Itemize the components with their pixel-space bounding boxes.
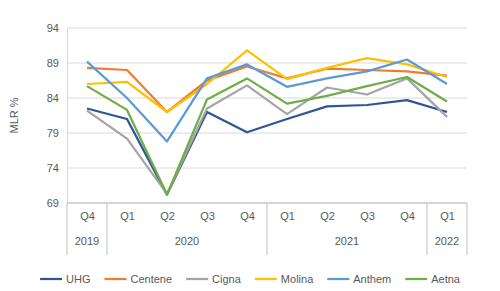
y-tick-label: 74 (47, 162, 59, 174)
x-tick: Q2 (320, 203, 335, 222)
legend-item: Cigna (186, 273, 242, 285)
x-tick: Q3 (200, 203, 215, 222)
grid-line (67, 28, 467, 29)
legend-swatch (327, 278, 349, 280)
y-axis: 69 74 79 84 89 94 (47, 22, 68, 209)
chart: 697479848994MLR %Q4Q1Q2Q3Q4Q1Q2Q3Q4Q1201… (0, 0, 500, 291)
legend-label: Anthem (353, 273, 391, 285)
legend-item: Aetna (405, 273, 461, 285)
legend-item: Molina (255, 273, 314, 285)
y-tick: 94 (47, 22, 67, 34)
y-tick-label: 84 (47, 92, 59, 104)
y-tick: 79 (47, 127, 67, 139)
x-tick-label: Q4 (400, 210, 415, 222)
x-tick-label: Q1 (280, 210, 295, 222)
x-tick: Q2 (160, 203, 175, 222)
x-tick-label: Q4 (80, 210, 95, 222)
legend-label: Molina (281, 273, 314, 285)
y-tick: 69 (47, 197, 67, 209)
x-tick: Q3 (360, 203, 375, 222)
legend-label: UHG (66, 273, 90, 285)
x-tick-label: Q1 (440, 210, 455, 222)
legend: UHG Centene Cigna Molina Anthem Aetna (40, 273, 461, 285)
x-tick: Q1 (120, 203, 135, 222)
x-group-label: 2019 (75, 235, 99, 247)
x-group-label: 2021 (335, 235, 359, 247)
legend-label: Centene (131, 273, 173, 285)
y-tick-label: 89 (47, 57, 59, 69)
y-axis-title: MLR % (8, 97, 20, 133)
y-tick: 84 (47, 92, 67, 104)
group-separator (67, 203, 68, 255)
grid (67, 28, 467, 203)
legend-swatch (405, 278, 427, 280)
x-groups: 2019 2020 2021 2022 (67, 203, 467, 255)
legend-label: Aetna (431, 273, 461, 285)
group-separator (427, 203, 428, 255)
x-tick-label: Q4 (240, 210, 255, 222)
y-tick: 74 (47, 162, 67, 174)
legend-swatch (186, 278, 208, 280)
x-tick-label: Q2 (160, 210, 175, 222)
series-line (87, 78, 447, 193)
legend-swatch (40, 278, 62, 280)
y-tick-label: 94 (47, 22, 59, 34)
x-tick-label: Q1 (120, 210, 135, 222)
legend-swatch (105, 278, 127, 280)
x-tick: Q1 (440, 203, 455, 222)
x-tick: Q1 (280, 203, 295, 222)
y-tick: 89 (47, 57, 67, 69)
lines (87, 50, 447, 194)
x-tick: Q4 (240, 203, 255, 222)
x-tick-label: Q3 (200, 210, 215, 222)
legend-item: Centene (105, 273, 173, 285)
group-separator (467, 203, 468, 255)
series-line (87, 77, 447, 195)
series-line (87, 67, 447, 113)
legend-label: Cigna (212, 273, 242, 285)
group-separator (267, 203, 268, 255)
grid-line (67, 168, 467, 169)
x-group-label: 2020 (175, 235, 199, 247)
y-tick-label: 79 (47, 127, 59, 139)
y-axis-line (67, 29, 68, 204)
legend-item: Anthem (327, 273, 391, 285)
series-line (87, 60, 447, 142)
legend-item: UHG (40, 273, 90, 285)
group-separator (107, 203, 108, 255)
x-tick: Q4 (80, 203, 95, 222)
x-tick: Q4 (400, 203, 415, 222)
y-tick-label: 69 (47, 197, 59, 209)
x-tick-label: Q2 (320, 210, 335, 222)
grid-line (67, 133, 467, 134)
x-tick-label: Q3 (360, 210, 375, 222)
legend-swatch (255, 278, 277, 280)
x-group-label: 2022 (435, 235, 459, 247)
